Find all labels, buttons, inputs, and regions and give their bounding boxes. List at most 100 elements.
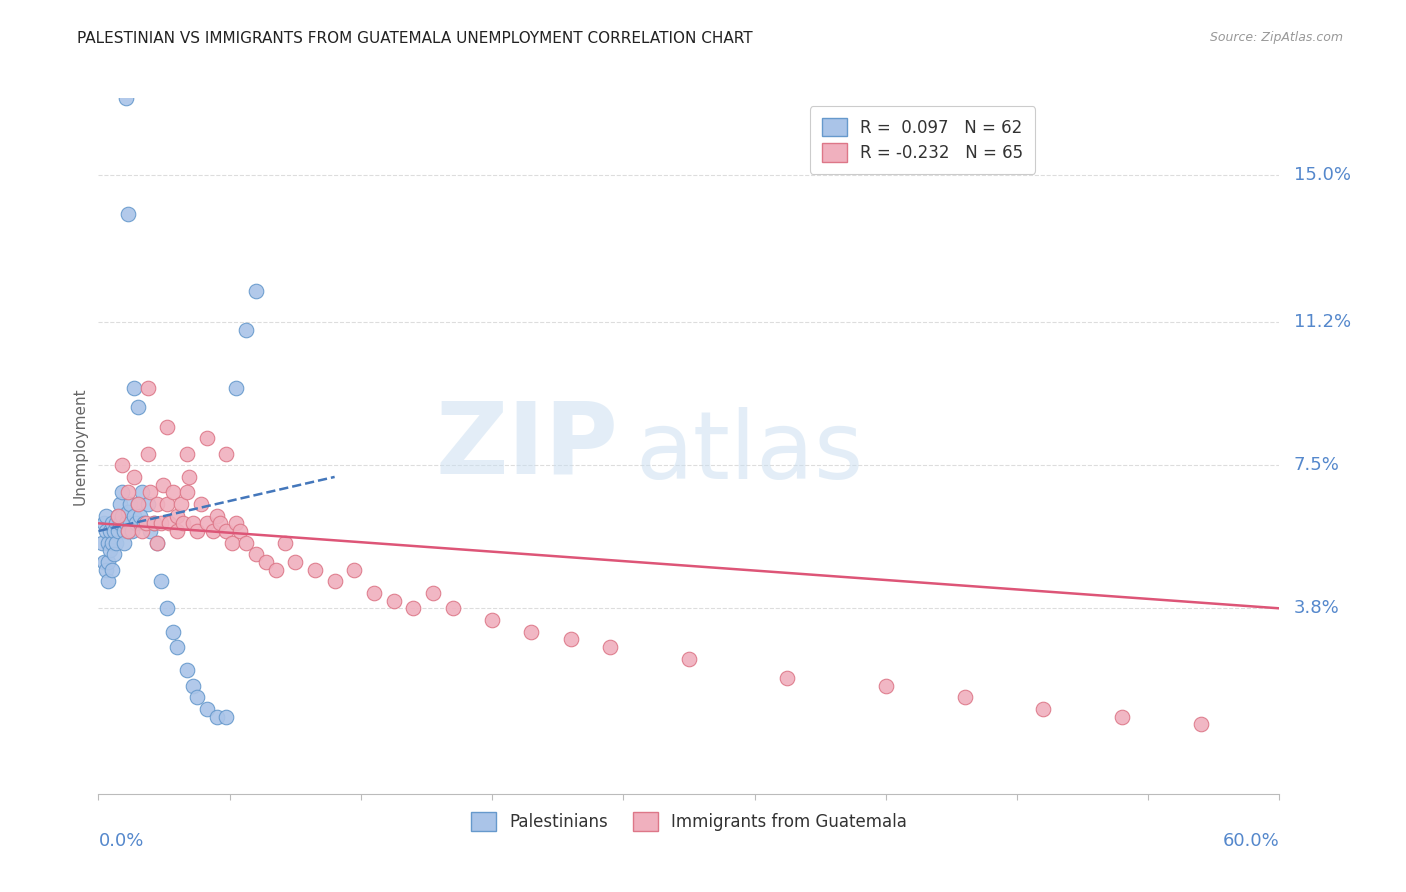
Point [520,624,543,639]
Point [953,690,976,705]
Point [343,563,366,577]
Point [229,524,252,538]
Point [146,535,169,549]
Point [117,485,139,500]
Point [97,555,120,569]
Point [156,419,179,434]
Point [235,535,257,549]
Point [127,497,149,511]
Point [127,497,149,511]
Point [138,524,160,538]
Point [152,477,174,491]
Point [142,516,165,531]
Point [201,524,224,538]
Point [195,431,218,445]
Point [135,516,157,531]
Point [205,709,228,723]
Point [776,671,799,685]
Point [121,524,143,538]
Point [150,574,173,589]
Point [118,497,141,511]
Point [235,323,257,337]
Point [190,497,212,511]
Point [111,458,134,473]
Text: 11.2%: 11.2% [1294,313,1351,331]
Point [162,485,184,500]
Point [177,470,200,484]
Point [101,516,124,531]
Point [97,574,120,589]
Point [105,516,128,531]
Point [225,516,247,531]
Text: 60.0%: 60.0% [1223,832,1279,850]
Point [481,613,503,627]
Point [103,524,125,538]
Point [136,381,159,395]
Point [122,470,145,484]
Point [115,91,138,105]
Point [112,535,135,549]
Point [166,508,188,523]
Point [422,586,444,600]
Point [108,497,131,511]
Point [117,524,139,538]
Point [209,516,232,531]
Point [186,690,208,705]
Point [176,447,198,461]
Point [111,485,134,500]
Point [96,508,118,523]
Point [156,601,179,615]
Point [146,497,169,511]
Point [1032,702,1054,716]
Point [1189,717,1212,731]
Point [254,555,277,569]
Point [274,535,297,549]
Point [245,547,267,561]
Point [166,524,188,538]
Point [136,497,159,511]
Point [117,207,139,221]
Point [560,632,582,647]
Point [117,505,139,519]
Text: 15.0%: 15.0% [1294,167,1351,185]
Point [176,485,198,500]
Point [157,516,180,531]
Point [138,485,160,500]
Point [264,563,287,577]
Text: Source: ZipAtlas.com: Source: ZipAtlas.com [1209,31,1343,45]
Point [195,516,218,531]
Point [176,663,198,677]
Point [132,516,155,531]
Point [186,524,208,538]
Point [441,601,464,615]
Text: atlas: atlas [636,407,865,499]
Point [107,524,129,538]
Point [93,555,115,569]
Point [118,516,141,531]
Point [284,555,307,569]
Point [131,485,153,500]
Point [166,640,188,654]
Text: ZIP: ZIP [436,398,619,494]
Y-axis label: Unemployment: Unemployment [72,387,87,505]
Point [115,516,138,531]
Text: PALESTINIAN VS IMMIGRANTS FROM GUATEMALA UNEMPLOYMENT CORRELATION CHART: PALESTINIAN VS IMMIGRANTS FROM GUATEMALA… [77,31,754,46]
Point [128,508,150,523]
Point [107,508,129,523]
Point [101,563,124,577]
Point [98,543,121,558]
Point [97,535,120,549]
Legend: Palestinians, Immigrants from Guatemala: Palestinians, Immigrants from Guatemala [464,805,914,838]
Point [678,651,700,665]
Point [127,401,149,415]
Point [225,381,247,395]
Point [599,640,621,654]
Point [108,516,131,531]
Point [162,624,184,639]
Point [215,709,238,723]
Point [205,508,228,523]
Point [181,516,204,531]
Point [103,547,125,561]
Point [172,516,194,531]
Point [111,33,134,47]
